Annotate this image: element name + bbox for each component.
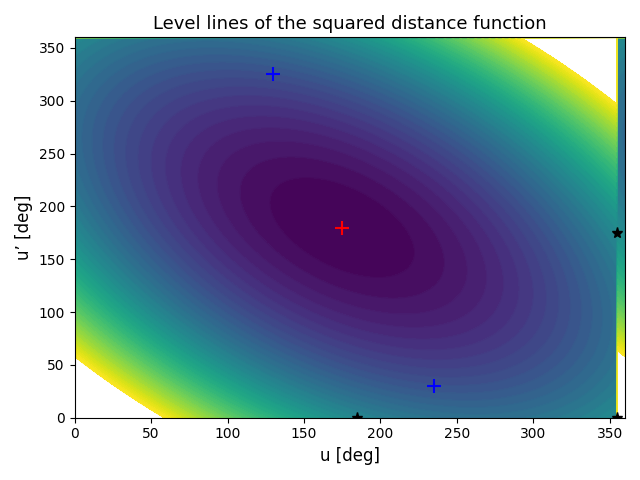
Title: Level lines of the squared distance function: Level lines of the squared distance func…: [153, 15, 547, 33]
X-axis label: u [deg]: u [deg]: [320, 447, 380, 465]
Y-axis label: u’ [deg]: u’ [deg]: [15, 195, 33, 260]
